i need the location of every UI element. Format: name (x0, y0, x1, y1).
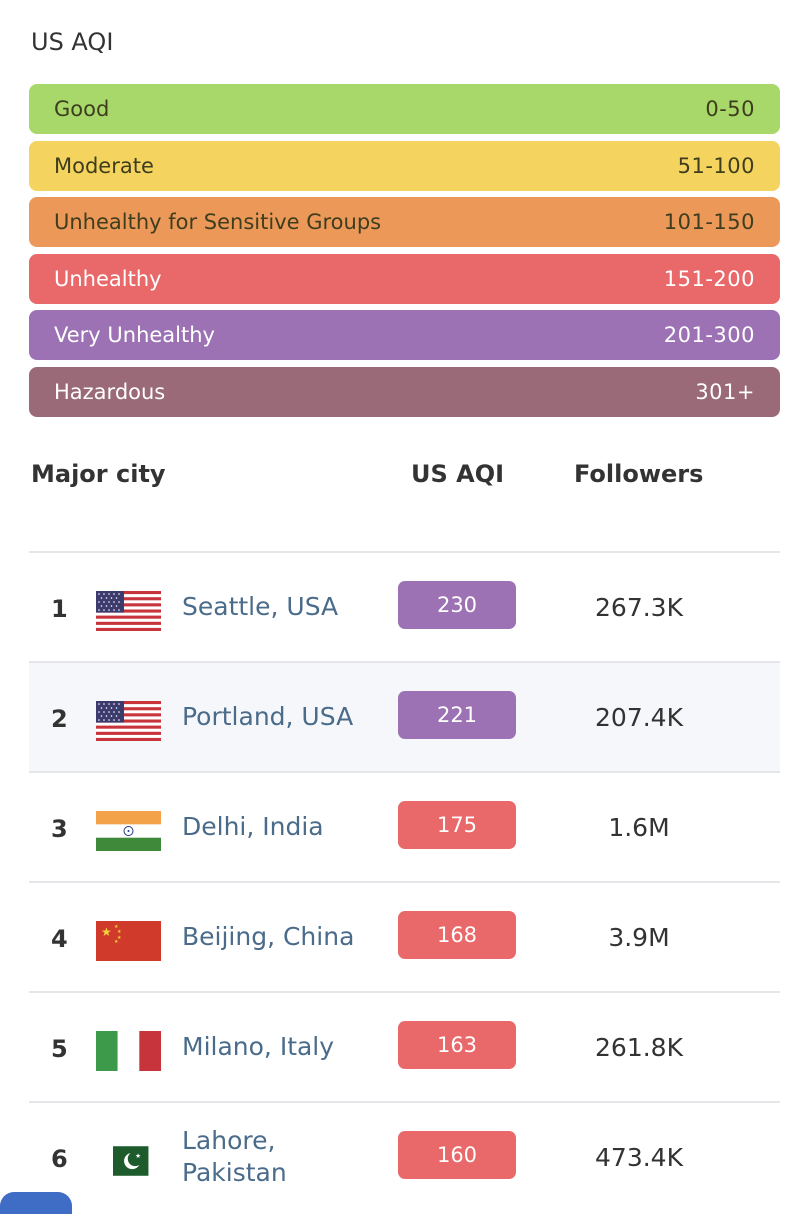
table-row: 5 Milano, Italy 163 261.8K (29, 991, 780, 1101)
header-major-city[interactable]: Major city (31, 460, 166, 488)
legend-range: 51-100 (677, 153, 755, 178)
legend-range: 301+ (695, 379, 755, 404)
svg-text:★: ★ (114, 939, 119, 945)
usa-flag-icon (96, 591, 161, 631)
legend-label: Unhealthy for Sensitive Groups (54, 210, 382, 235)
followers-count: 473.4K (595, 1143, 683, 1172)
city-link[interactable]: Portland, USA (182, 702, 354, 731)
legend-good: Good 0-50 (29, 84, 780, 134)
legend-unhealthy: Unhealthy 151-200 (29, 253, 780, 304)
header-followers[interactable]: Followers (574, 460, 704, 488)
legend-label: Moderate (54, 153, 154, 178)
city-link[interactable]: Lahore, Pakistan (182, 1126, 287, 1187)
rank-number: 5 (51, 1035, 68, 1063)
header-us-aqi[interactable]: US AQI (411, 460, 505, 488)
rank-number: 6 (51, 1145, 68, 1173)
table-row: 4 ★ ★ ★ ★ ★ Beijing, China 168 3.9M (29, 881, 780, 991)
aqi-badge: 230 (398, 581, 516, 629)
legend-label: Hazardous (54, 379, 166, 404)
rank-number: 3 (51, 815, 68, 843)
city-ranking-table: 1 Seattle, USA 230 267.3K 2 (29, 551, 780, 1211)
city-link[interactable]: Delhi, India (182, 812, 324, 841)
legend-very-unhealthy: Very Unhealthy 201-300 (29, 310, 780, 361)
table-row: 2 Portland, USA 221 207.4K (29, 661, 780, 771)
rank-number: 2 (51, 705, 68, 733)
svg-text:★: ★ (117, 929, 122, 935)
table-row: 6 ★ Lahore, Pakistan 160 473.4K (29, 1101, 780, 1211)
page-title: US AQI (31, 28, 114, 56)
aqi-legend: Good 0-50 Moderate 51-100 Unhealthy for … (29, 84, 780, 424)
followers-count: 3.9M (608, 923, 670, 952)
legend-range: 101-150 (663, 210, 755, 235)
bottom-tab-indicator[interactable] (0, 1192, 72, 1214)
followers-count: 207.4K (595, 703, 683, 732)
aqi-badge: 160 (398, 1131, 516, 1179)
italy-flag-icon (96, 1031, 161, 1071)
legend-label: Good (54, 97, 110, 121)
usa-flag-icon (96, 701, 161, 741)
table-row: 3 Delhi, India 175 1.6M (29, 771, 780, 881)
aqi-badge: 221 (398, 691, 516, 739)
legend-label: Unhealthy (54, 266, 162, 291)
legend-label: Very Unhealthy (54, 323, 215, 348)
aqi-badge: 163 (398, 1021, 516, 1069)
legend-range: 201-300 (663, 323, 755, 348)
legend-moderate: Moderate 51-100 (29, 140, 780, 191)
city-link[interactable]: Seattle, USA (182, 592, 339, 621)
city-link[interactable]: Beijing, China (182, 922, 355, 951)
aqi-badge: 175 (398, 801, 516, 849)
pakistan-flag-icon: ★ (113, 1146, 149, 1176)
svg-text:★: ★ (101, 925, 112, 939)
followers-count: 267.3K (595, 593, 683, 622)
rank-number: 4 (51, 925, 68, 953)
svg-text:★: ★ (114, 924, 119, 930)
china-flag-icon: ★ ★ ★ ★ ★ (96, 921, 161, 961)
followers-count: 1.6M (608, 813, 670, 842)
city-link[interactable]: Milano, Italy (182, 1032, 335, 1061)
svg-text:★: ★ (117, 935, 122, 941)
svg-text:★: ★ (135, 1152, 141, 1160)
legend-range: 0-50 (705, 97, 755, 121)
legend-range: 151-200 (663, 266, 755, 291)
followers-count: 261.8K (595, 1033, 683, 1062)
india-flag-icon (96, 811, 161, 851)
legend-unhealthy-sensitive: Unhealthy for Sensitive Groups 101-150 (29, 197, 780, 248)
aqi-badge: 168 (398, 911, 516, 959)
legend-hazardous: Hazardous 301+ (29, 366, 780, 417)
table-row: 1 Seattle, USA 230 267.3K (29, 551, 780, 661)
rank-number: 1 (51, 595, 68, 623)
